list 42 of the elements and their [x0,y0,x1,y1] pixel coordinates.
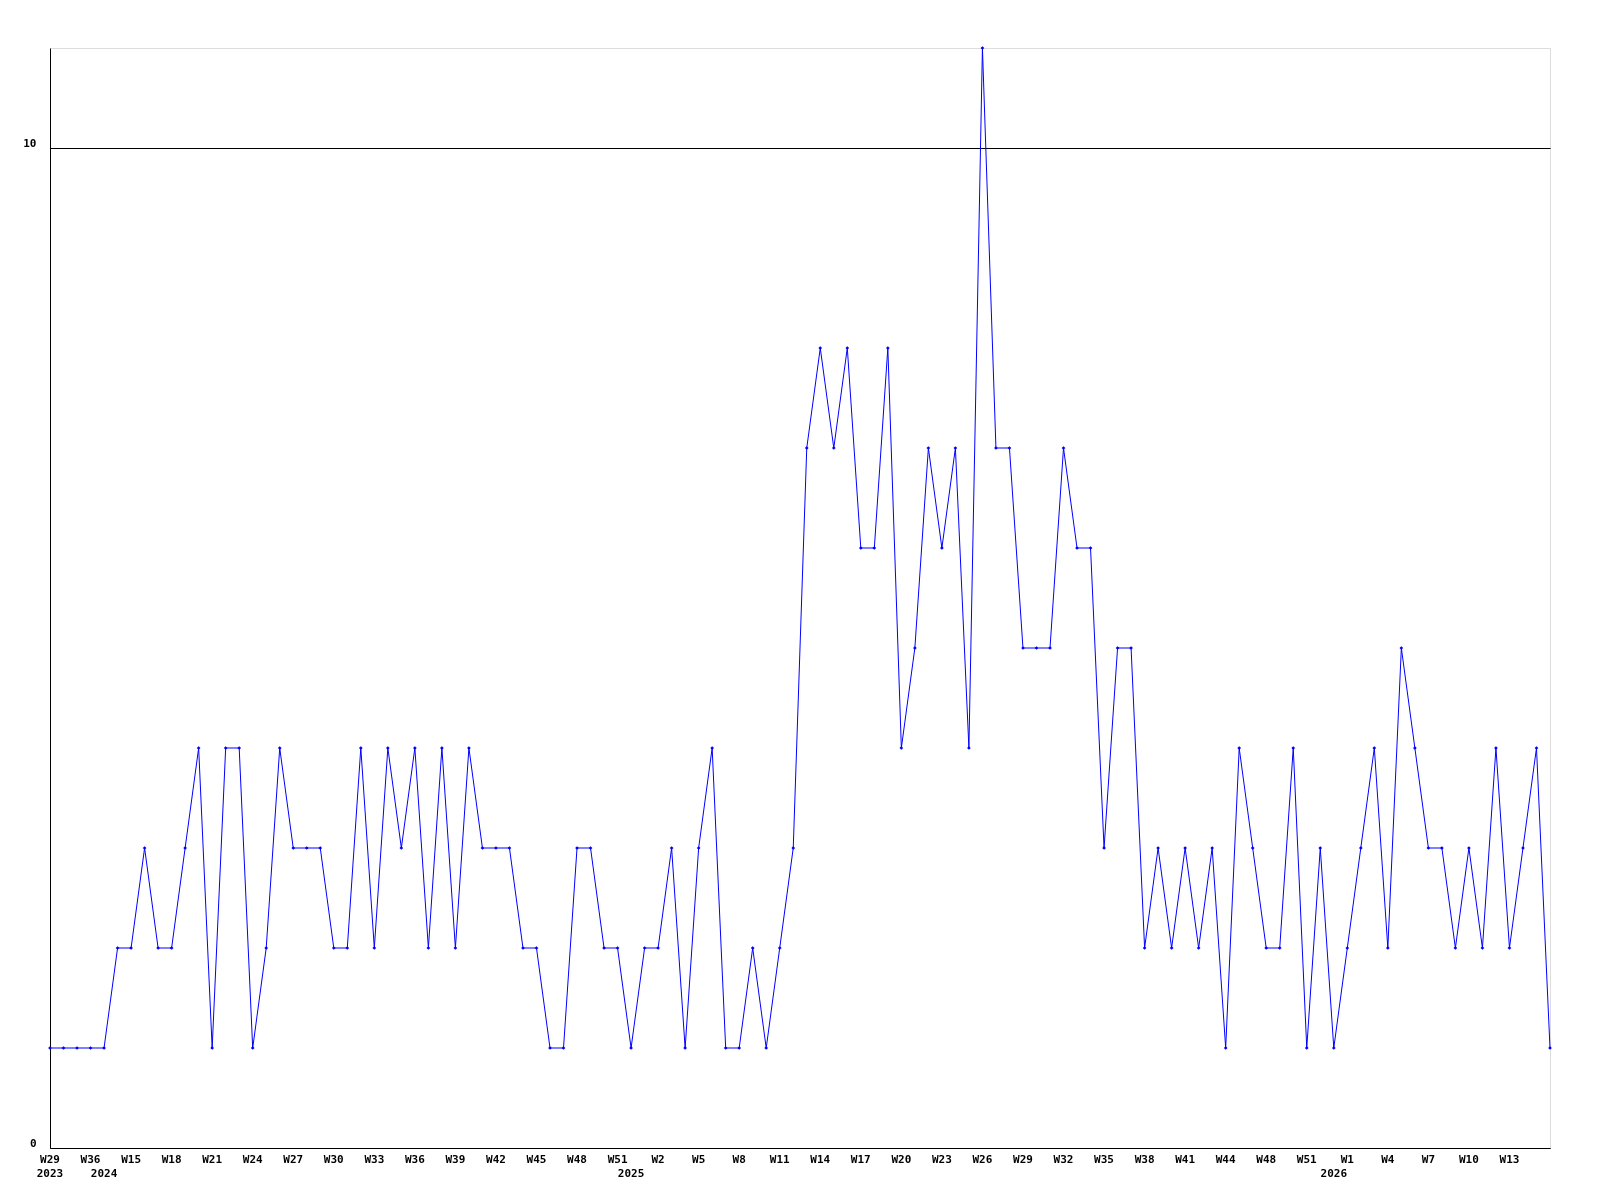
x-tick-label: 2026 [1320,1167,1348,1180]
x-tick-label: W2 [651,1153,665,1166]
x-tick-label: 2024 [90,1167,118,1180]
x-tick-label: W51 [1296,1153,1318,1166]
x-tick-label: W27 [283,1153,304,1166]
x-tick-label: W17 [850,1153,871,1166]
x-tick-label: W10 [1458,1153,1479,1166]
x-tick-label: W30 [323,1153,344,1166]
x-tick-label: W45 [526,1153,547,1166]
x-tick-label: W33 [364,1153,385,1166]
y-tick-label: 0 [29,1136,37,1150]
x-tick-label: W21 [202,1153,223,1166]
x-tick-label: W48 [567,1153,587,1166]
x-tick-label: W39 [445,1153,466,1166]
x-tick-label: W48 [1256,1153,1277,1166]
x-tick-label: W36 [404,1153,426,1166]
x-tick-label: W51 [607,1153,628,1166]
x-tick-label: W15 [121,1153,142,1166]
x-tick-label: W32 [1053,1153,1074,1166]
x-tick-label: W29 [1013,1153,1033,1166]
x-tick-label: W41 [1175,1153,1196,1166]
x-tick-label: W26 [972,1153,993,1166]
x-tick-label: W18 [161,1153,182,1166]
x-tick-label: W1 [1340,1153,1355,1166]
x-tick-label: 2025 [617,1167,645,1180]
x-tick-label: W14 [810,1153,831,1166]
x-tick-label: W42 [486,1153,506,1166]
x-tick-label: W5 [692,1153,706,1166]
y-tick-label: 10 [23,136,37,150]
x-tick-label: W8 [732,1153,746,1166]
x-tick-label: W23 [931,1153,952,1166]
x-tick-label: W7 [1421,1153,1435,1166]
x-tick-label: W35 [1094,1153,1114,1166]
x-tick-label: W36 [80,1153,101,1166]
x-tick-label: W38 [1134,1153,1155,1166]
x-tick-label: W20 [891,1153,912,1166]
x-tick-label: W4 [1381,1153,1395,1166]
x-tick-label: W11 [769,1153,791,1166]
x-tick-label: W13 [1499,1153,1520,1166]
x-tick-label: W44 [1215,1153,1236,1166]
x-tick-label: W29 2023 [36,1153,64,1180]
x-tick-label: W24 [242,1153,264,1166]
